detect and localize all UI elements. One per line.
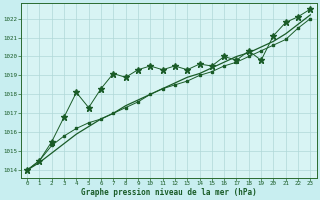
X-axis label: Graphe pression niveau de la mer (hPa): Graphe pression niveau de la mer (hPa) — [81, 188, 257, 197]
